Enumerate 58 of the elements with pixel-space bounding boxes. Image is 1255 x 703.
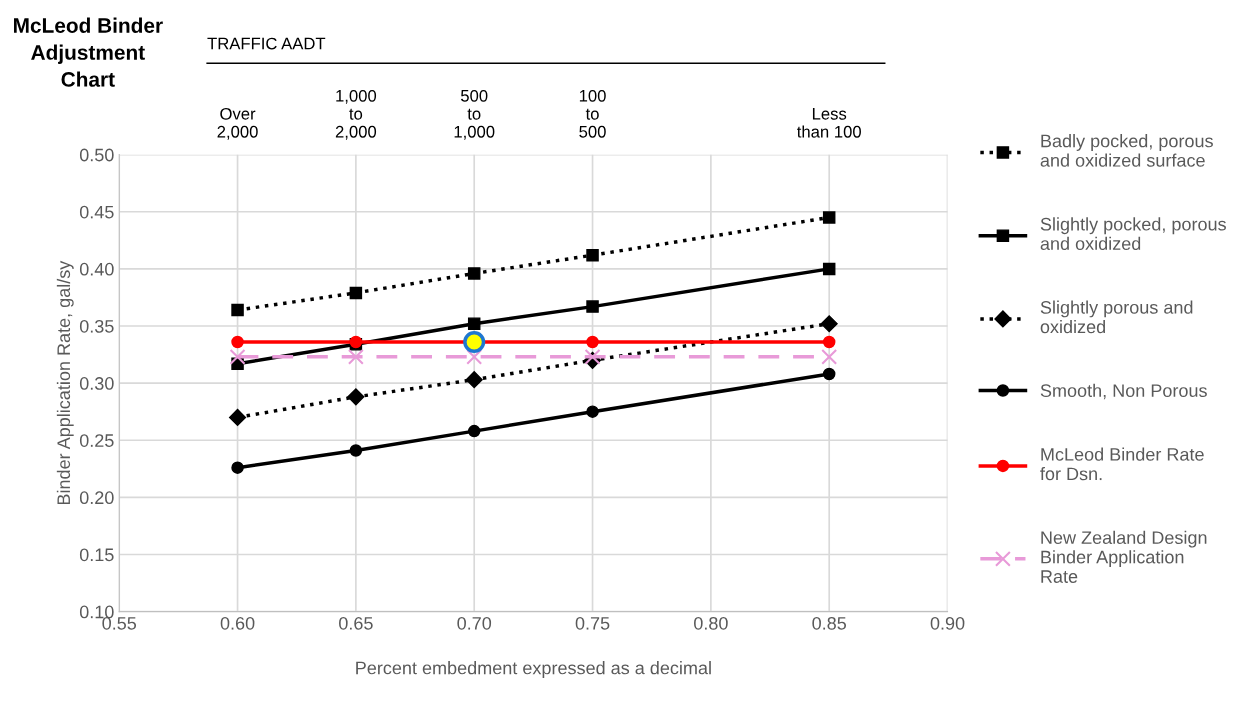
y-tick-label: 0.15	[79, 548, 114, 562]
point	[820, 315, 838, 333]
x-tick-label: 0.60	[220, 616, 255, 630]
point	[465, 371, 483, 389]
point	[347, 388, 365, 406]
x-tick-label: 0.85	[812, 616, 847, 630]
point	[584, 348, 601, 365]
point	[822, 335, 836, 349]
y-tick-label: 0.10	[79, 605, 114, 619]
x-tick-label: 0.55	[102, 616, 137, 630]
point	[467, 317, 481, 330]
point	[229, 348, 246, 365]
point	[586, 335, 599, 349]
point	[231, 461, 244, 474]
point	[347, 348, 364, 365]
point	[586, 248, 599, 262]
point	[467, 424, 481, 438]
point	[466, 348, 483, 365]
point	[821, 348, 838, 365]
point	[586, 405, 599, 418]
x-tick-label: 0.65	[339, 616, 373, 630]
legend-label: Badly pocked, porous and oxidized surface	[1040, 134, 1213, 167]
point	[586, 300, 599, 313]
text: 1,000 to 2,000	[335, 89, 377, 140]
point	[231, 303, 244, 317]
legend-label: Slightly porous and oxidized	[1040, 300, 1193, 334]
point	[229, 408, 247, 426]
text: Over 2,000	[217, 107, 258, 140]
point	[463, 330, 486, 354]
x-tick-label: 0.70	[457, 616, 492, 630]
y-tick-label: 0.50	[79, 148, 114, 162]
point	[822, 262, 836, 276]
x-tick-label: 0.80	[694, 616, 728, 630]
legend-label: New Zealand Design Binder Application Rate	[1041, 530, 1207, 583]
point	[349, 444, 363, 457]
text: 500 to 1,000	[454, 89, 495, 140]
legend-label: McLeod Binder Rate for Dsn.	[1040, 447, 1204, 481]
legend-label: Slightly pocked, porous and oxidized	[1040, 217, 1226, 251]
y-tick-label: 0.25	[79, 434, 114, 447]
y-tick-label: 0.30	[79, 377, 114, 390]
point	[231, 335, 244, 349]
text: TRAFFIC AADT	[207, 37, 326, 50]
text: 100 to 500	[579, 89, 606, 138]
point	[822, 211, 836, 224]
point	[349, 286, 363, 300]
y-tick-label: 0.45	[79, 205, 114, 219]
point	[467, 267, 481, 280]
x-axis-title: Percent embedment expressed as a decimal	[356, 661, 711, 678]
y-tick-label: 0.20	[79, 491, 114, 505]
legend-label: Smooth, Non Porous	[1040, 383, 1207, 400]
point	[822, 367, 836, 381]
x-tick-label: 0.90	[930, 616, 965, 630]
x-tick-label: 0.75	[575, 616, 610, 630]
text: Less than 100	[797, 108, 861, 138]
y-tick-label: 0.35	[79, 319, 114, 333]
y-tick-label: 0.40	[79, 262, 114, 276]
y-axis-title: Binder Application Rate, gal/sy	[56, 260, 74, 505]
chart-title: McLeod Binder Adjustment Chart	[14, 17, 163, 87]
